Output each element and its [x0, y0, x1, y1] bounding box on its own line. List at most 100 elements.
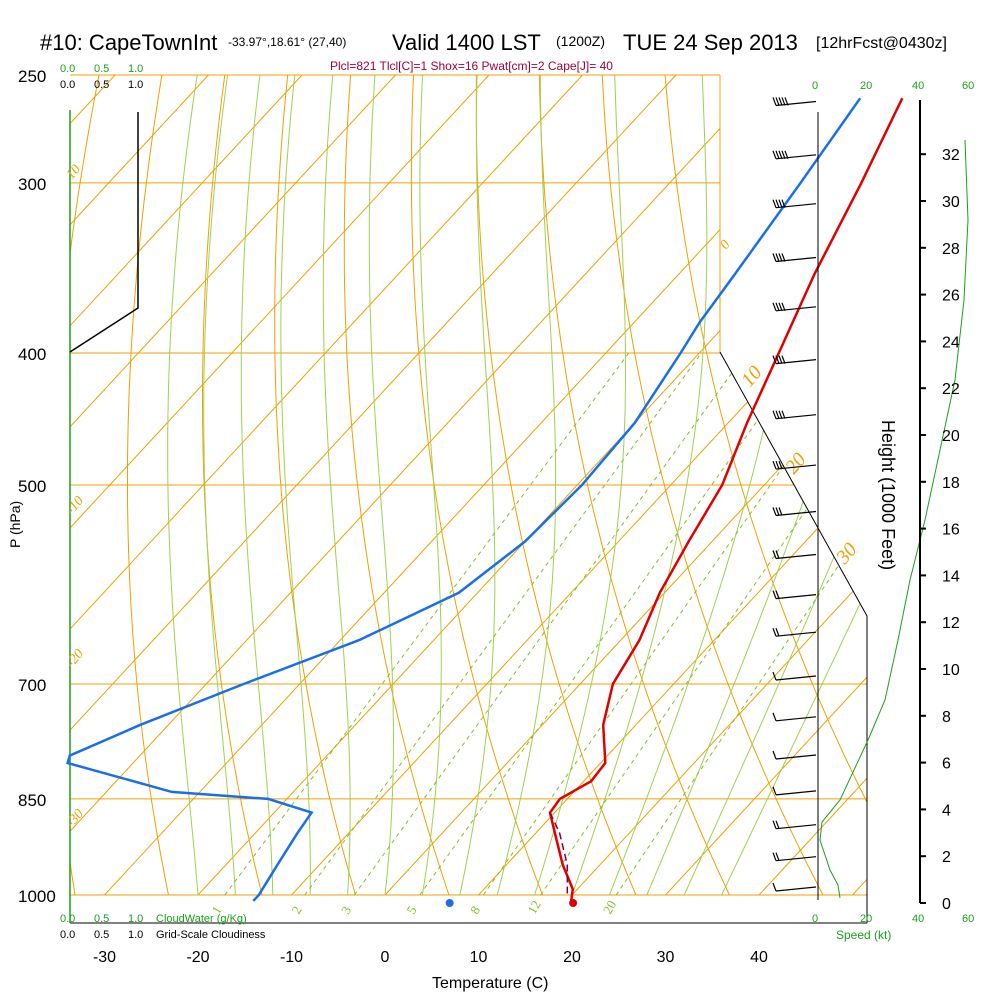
wind-barb-9: [772, 550, 817, 560]
speed-tick-bottom-3: 60: [962, 913, 974, 925]
wind-barb-shaft: [775, 510, 817, 517]
wind-barb-11: [772, 627, 817, 637]
wind-barb-flag: [772, 97, 777, 106]
forecast-info: [12hrFcst@0430z]: [816, 35, 947, 52]
surface-dewpoint-dot: [445, 899, 454, 907]
wind-barb-14: [772, 750, 817, 760]
wind-barb-flag: [775, 627, 780, 637]
height-tick-22: 22: [942, 381, 960, 398]
wind-barb-flag: [775, 97, 780, 106]
isotherm--100: [70, 75, 209, 896]
height-tick-6: 6: [942, 756, 951, 773]
cloudiness-tick-bottom-1: 0.5: [94, 929, 109, 941]
dry-adiabat-280: [343, 75, 450, 896]
wind-barb-shaft: [775, 359, 817, 365]
wind-barb-shaft: [775, 824, 817, 830]
wind-barb-flag: [772, 199, 777, 208]
wind-barb-18: [772, 882, 817, 892]
wind-barb-shaft: [775, 594, 817, 600]
wind-barb-flag: [772, 550, 777, 559]
isotherm-30: [665, 75, 867, 896]
height-tick-12: 12: [942, 615, 960, 632]
wind-barb-flag: [772, 820, 777, 829]
wind-barb-flag: [781, 97, 786, 106]
dry-adiabat-380: [980, 75, 1000, 895]
wind-barb-flag: [772, 302, 777, 312]
wind-barb-flag: [775, 253, 780, 262]
temperature-tick--30: -30: [93, 949, 116, 966]
height-tick-10: 10: [942, 662, 960, 679]
moist-adiabat--20: [167, 75, 199, 896]
plot-area: 1 2 3 5 8 12 20: [70, 75, 1000, 917]
height-tick-26: 26: [942, 288, 960, 305]
dry-adiabat-360: [853, 75, 867, 896]
wind-barb-flag: [775, 590, 780, 599]
wind-barb-flag: [781, 410, 786, 419]
wind-barb-flag: [778, 410, 783, 419]
dry-adiabat-250: [127, 75, 169, 896]
isotherm--50: [70, 75, 677, 896]
mixing-ratio-12: [540, 352, 867, 896]
moist-adiabat-16: [534, 75, 626, 896]
wind-barbs: [772, 97, 969, 900]
height-tick-18: 18: [942, 475, 960, 492]
wind-barb-flag: [778, 253, 783, 262]
wind-barb-shaft: [775, 464, 817, 470]
mixing-ratio-label-5: 5: [403, 903, 419, 916]
temperature-tick-30: 30: [657, 949, 675, 966]
wind-barb-flag: [775, 199, 780, 208]
wind-barb-flag: [781, 150, 786, 160]
temperature-tick-10: 10: [470, 949, 488, 966]
isotherm-label-3: -20: [64, 647, 87, 671]
height-tick-0: 0: [942, 896, 951, 913]
wind-barb-flag: [778, 302, 783, 312]
wind-barb-2: [772, 199, 817, 209]
wind-barb-flag: [772, 253, 777, 262]
utc-time: (1200Z): [556, 33, 605, 49]
wind-barb-flag: [778, 97, 783, 106]
wind-barb-6: [772, 410, 817, 420]
cloudiness-tick-top-0: 0.0: [60, 79, 75, 91]
cloudwater-tick-top-1: 0.5: [94, 63, 109, 75]
isotherm--70: [70, 75, 490, 896]
moist-adiabat-36: [721, 75, 867, 896]
height-tick-14: 14: [942, 568, 960, 585]
wind-barb-8: [772, 507, 817, 517]
cloudiness-line: [69, 112, 139, 353]
wind-barb-shaft: [775, 675, 817, 681]
wind-barb-15: [772, 786, 817, 796]
height-axis-title: Height (1000 Feet): [878, 420, 898, 570]
height-tick-4: 4: [942, 802, 951, 819]
mixing-ratio-label-12: 12: [524, 898, 543, 917]
wind-barb-0: [772, 97, 817, 107]
moist-adiabat-0: [368, 75, 394, 896]
temperature-tick-0: 0: [381, 949, 390, 966]
speed-tick-top-0: 0: [812, 80, 818, 92]
wind-barb-10: [772, 590, 817, 600]
speed-tick-top-2: 40: [912, 80, 924, 92]
wind-barb-16: [772, 820, 817, 830]
moist-adiabat--4: [322, 75, 351, 896]
mixing-ratio-8: [482, 352, 864, 896]
wind-barb-shaft: [775, 631, 817, 637]
mixing-ratio-5: [419, 352, 806, 896]
height-tick-8: 8: [942, 709, 951, 726]
valid-date: TUE 24 Sep 2013: [623, 30, 798, 55]
wind-barb-flag: [772, 786, 777, 796]
wind-barb-flag: [772, 410, 777, 419]
speed-label: Speed (kt): [836, 928, 891, 942]
height-tick-20: 20: [942, 428, 960, 445]
wind-barb-shaft: [775, 790, 817, 796]
cloudiness-tick-top-2: 1.0: [128, 79, 143, 91]
wind-barb-shaft: [775, 154, 817, 160]
wind-barb-shaft: [775, 886, 817, 892]
wind-barb-17: [772, 852, 817, 862]
cloudiness-tick-bottom-0: 0.0: [60, 929, 75, 941]
wind-barb-flag: [781, 302, 786, 312]
wind-barb-7: [772, 460, 817, 470]
temperature-tick--20: -20: [186, 949, 209, 966]
temperature-tick-40: 40: [750, 949, 768, 966]
isotherm--90: [70, 75, 303, 896]
dry-adiabat-290: [410, 75, 543, 896]
